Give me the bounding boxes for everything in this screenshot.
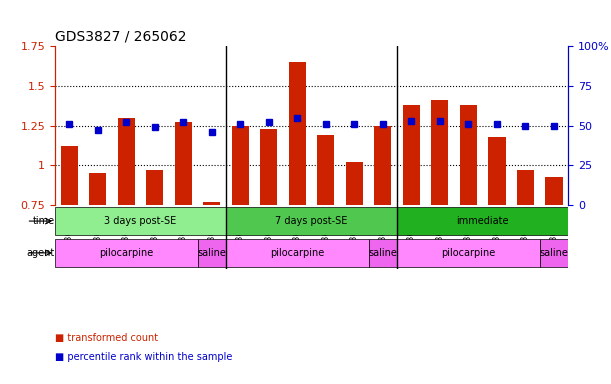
FancyBboxPatch shape — [226, 207, 397, 235]
Text: immediate: immediate — [456, 216, 509, 226]
Bar — [89, 173, 106, 205]
Bar — [517, 170, 534, 205]
Bar — [60, 146, 78, 205]
Text: ■ percentile rank within the sample: ■ percentile rank within the sample — [55, 352, 232, 362]
Bar — [232, 126, 249, 205]
Bar — [546, 177, 563, 205]
FancyBboxPatch shape — [368, 238, 397, 267]
Bar — [488, 137, 505, 205]
Text: saline: saline — [368, 248, 397, 258]
Bar — [118, 118, 135, 205]
Bar — [260, 129, 277, 205]
FancyBboxPatch shape — [540, 238, 568, 267]
Bar — [431, 100, 448, 205]
Text: ■ transformed count: ■ transformed count — [55, 333, 158, 343]
Text: agent: agent — [26, 248, 54, 258]
Text: pilocarpine: pilocarpine — [99, 248, 153, 258]
Text: 7 days post-SE: 7 days post-SE — [276, 216, 348, 226]
Bar — [375, 126, 392, 205]
FancyBboxPatch shape — [55, 238, 197, 267]
Text: time: time — [32, 216, 54, 226]
FancyBboxPatch shape — [197, 238, 226, 267]
Bar — [289, 62, 306, 205]
FancyBboxPatch shape — [397, 238, 540, 267]
Bar — [203, 202, 221, 205]
Bar — [175, 122, 192, 205]
Bar — [317, 135, 334, 205]
Text: GDS3827 / 265062: GDS3827 / 265062 — [55, 30, 186, 43]
Bar — [346, 162, 363, 205]
Text: pilocarpine: pilocarpine — [270, 248, 324, 258]
Text: saline: saline — [197, 248, 226, 258]
Bar — [460, 105, 477, 205]
FancyBboxPatch shape — [226, 238, 368, 267]
FancyBboxPatch shape — [55, 207, 226, 235]
Bar — [403, 105, 420, 205]
Text: saline: saline — [540, 248, 568, 258]
Bar — [146, 170, 163, 205]
Text: 3 days post-SE: 3 days post-SE — [104, 216, 177, 226]
FancyBboxPatch shape — [397, 207, 568, 235]
Text: pilocarpine: pilocarpine — [441, 248, 496, 258]
